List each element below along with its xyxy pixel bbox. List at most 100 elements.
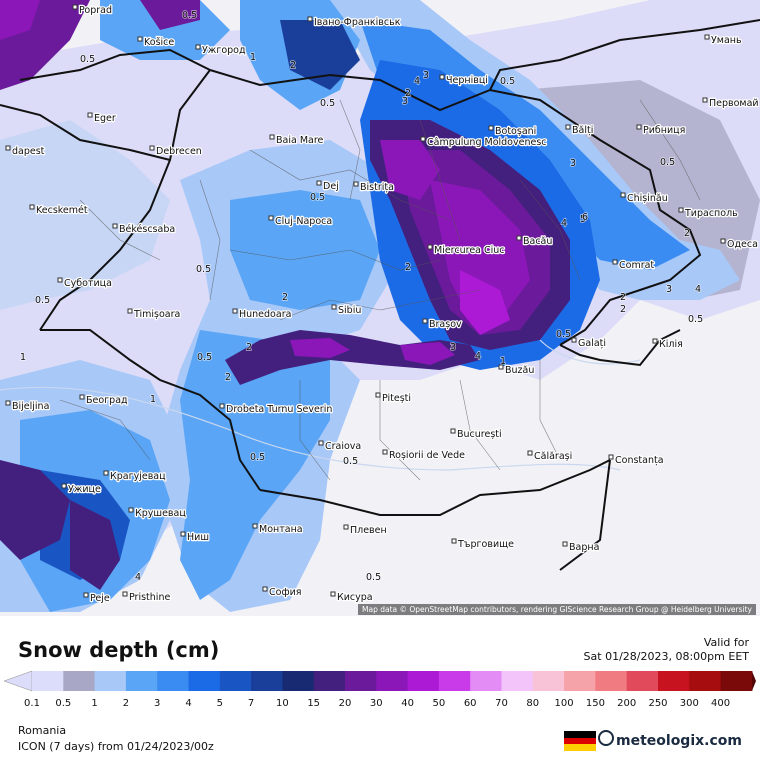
contour-label: 2 [620, 304, 626, 315]
city-marker: Варна [562, 541, 601, 554]
colorbar-tick-label: 300 [679, 698, 699, 709]
city-dot [232, 308, 238, 314]
city-markers: Poprad Košice Ужгород Івано-Франківськ Умань… [5, 4, 760, 605]
colorbar-tick-label: 100 [554, 698, 574, 709]
city-marker: Békéscsaba [112, 223, 176, 236]
contour-label: 0.5 [343, 456, 358, 467]
brand-logo[interactable]: meteologix.com [598, 730, 742, 749]
colorbar-swatch [626, 671, 659, 691]
brand-mark-icon [598, 730, 614, 746]
city-dot [316, 180, 322, 186]
city-marker: Bijeljina [5, 400, 51, 413]
city-dot [127, 308, 133, 314]
city-label: Călărași [534, 451, 572, 462]
city-label: София [269, 587, 301, 598]
city-dot [678, 207, 684, 213]
contour-label: 0.5 [35, 295, 50, 306]
colorbar-tick-label: 10 [276, 698, 289, 709]
city-dot [268, 215, 274, 221]
city-marker: Суботица [57, 277, 113, 290]
city-dot [128, 507, 134, 513]
colorbar-tick-label: 4 [185, 698, 192, 709]
city-dot [608, 454, 614, 460]
contour-label: 2 [684, 228, 690, 239]
city-label: Bălți [572, 125, 593, 136]
colorbar-tick-label: 2 [122, 698, 130, 709]
colorbar-tick-label: 70 [495, 698, 508, 709]
contour-label: 0.5 [196, 264, 211, 275]
colorbar-tick-label: 15 [307, 698, 321, 709]
colorbar-swatch [532, 671, 565, 691]
contour-label: 1 [150, 394, 156, 405]
city-marker: Крагујевац [103, 470, 167, 483]
city-label: Чернівці [446, 75, 488, 86]
contour-label: 1 [20, 352, 26, 363]
city-dot [652, 338, 658, 344]
colorbar-swatch [63, 671, 96, 691]
colorbar-tick-label: 0.1 [24, 698, 40, 709]
colorbar-tick-label: 5 [216, 698, 223, 709]
city-label: Ниш [187, 532, 209, 543]
city-dot [112, 223, 118, 229]
contour-label: 0.5 [688, 314, 703, 325]
contour-label: 3 [402, 96, 408, 107]
colorbar-swatch [407, 671, 440, 691]
city-marker: Чернівці [439, 74, 489, 87]
city-label: Умань [711, 35, 742, 46]
colorbar-tick-label: 3 [154, 698, 161, 709]
city-label: Poprad [79, 5, 112, 16]
city-dot [195, 44, 201, 50]
city-label: Cluj-Napoca [275, 216, 332, 227]
city-label: Košice [144, 37, 174, 48]
city-dot [83, 592, 89, 598]
region-label: Romania [18, 724, 67, 737]
city-label: Comrat [619, 260, 654, 271]
city-marker: Constanța [608, 454, 665, 467]
city-label: Roșiorii de Vede [389, 450, 465, 461]
german-flag-icon [564, 731, 596, 751]
colorbar-swatch [470, 671, 502, 691]
city-label: Варна [569, 542, 599, 553]
city-label: Bijeljina [12, 401, 49, 412]
city-marker: Търговище [451, 538, 515, 551]
city-dot [720, 238, 726, 244]
city-label: Тирасполь [684, 208, 738, 219]
city-marker: Bacău [516, 235, 554, 248]
colorbar-swatch [595, 671, 628, 691]
city-marker: Dej [316, 180, 340, 193]
country-borders [0, 19, 760, 571]
city-marker: Ужгород [195, 44, 247, 57]
city-label: Drobeta Turnu Severin [226, 404, 332, 415]
city-dot [103, 470, 109, 476]
city-marker: Cluj-Napoca [268, 215, 333, 228]
city-marker: Одеса [720, 238, 759, 251]
contour-label: 2 [225, 372, 231, 383]
city-label: Dej [323, 181, 339, 192]
city-dot [149, 145, 155, 151]
snow-cover-layer [0, 0, 760, 612]
city-marker: Pitești [375, 392, 412, 405]
contour-label: 0.5 [182, 10, 197, 21]
contour-label: 4 [561, 218, 567, 229]
colorbar-swatch [251, 671, 283, 691]
map-attribution: Map data © OpenStreetMap contributors, r… [358, 604, 756, 615]
contour-label: 0.5 [366, 572, 381, 583]
colorbar-swatch [94, 671, 127, 691]
city-dot [451, 538, 457, 544]
contour-label: 1 [500, 356, 506, 367]
colorbar-swatch [376, 671, 409, 691]
legend-title: Snow depth (cm) [18, 638, 220, 662]
city-dot [137, 36, 143, 42]
city-marker: Крушевац [128, 507, 188, 520]
city-label: Peje [90, 593, 110, 604]
brand-name: meteologix.com [616, 733, 742, 749]
colorbar-swatch [501, 671, 534, 691]
city-label: Kecskemét [36, 205, 88, 216]
city-marker: Comrat [612, 259, 656, 272]
city-label: Hunedoara [239, 309, 291, 320]
city-dot [5, 145, 11, 151]
contour-label: 2 [405, 88, 411, 99]
city-marker: Baia Mare [269, 134, 325, 147]
